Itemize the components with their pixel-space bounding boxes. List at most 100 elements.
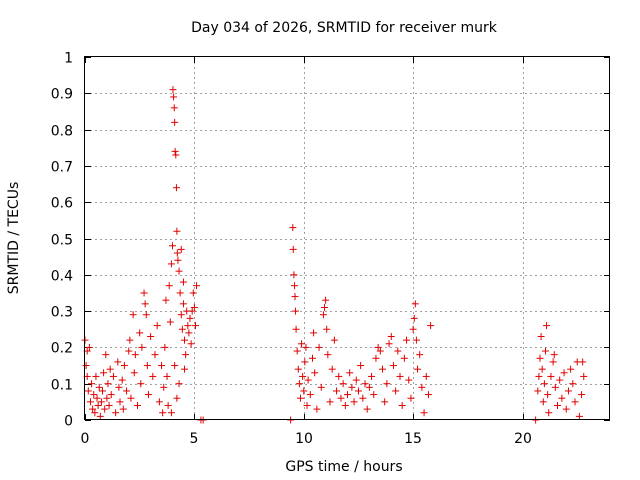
data-point <box>100 369 108 377</box>
data-point <box>85 343 93 351</box>
data-point <box>357 362 365 370</box>
data-point <box>541 347 549 355</box>
data-point <box>179 300 187 308</box>
data-point <box>317 383 325 391</box>
data-point <box>556 376 564 384</box>
data-point <box>302 343 310 351</box>
data-point <box>550 351 558 359</box>
grid-lines <box>85 57 610 420</box>
data-point <box>301 358 309 366</box>
data-point <box>538 365 546 373</box>
data-point <box>304 376 312 384</box>
data-point <box>172 184 180 192</box>
data-point <box>396 372 404 380</box>
y-tick-label: 0.1 <box>51 378 73 394</box>
y-tick-label: 0.3 <box>51 305 73 321</box>
data-point <box>547 372 555 380</box>
data-point <box>571 398 579 406</box>
data-point <box>543 322 551 330</box>
data-point <box>324 351 332 359</box>
data-point <box>149 372 157 380</box>
data-point <box>379 365 386 373</box>
data-point <box>564 387 572 395</box>
x-tick-label: 10 <box>295 431 313 447</box>
plot-frame <box>84 56 610 420</box>
y-tick-label: 0.5 <box>51 233 73 249</box>
y-tick-label: 1 <box>64 51 73 67</box>
data-point <box>346 369 354 377</box>
data-point <box>142 311 150 319</box>
data-point <box>175 380 183 388</box>
data-point <box>291 282 299 290</box>
data-point <box>84 387 92 395</box>
data-point <box>294 365 302 373</box>
x-tick-label: 20 <box>514 431 532 447</box>
data-point <box>348 383 356 391</box>
data-point <box>173 394 181 402</box>
data-point <box>407 394 415 402</box>
data-point <box>341 401 349 409</box>
data-point <box>134 401 141 409</box>
data-point <box>389 362 397 370</box>
data-point <box>127 394 135 402</box>
data-point <box>153 322 161 330</box>
data-point <box>99 387 106 395</box>
data-point <box>92 372 100 380</box>
data-point <box>151 351 159 359</box>
data-point <box>147 333 155 341</box>
data-point <box>109 372 117 380</box>
data-point <box>126 336 134 344</box>
data-point <box>551 383 559 391</box>
data-point <box>359 394 367 402</box>
data-point <box>141 300 149 308</box>
data-point <box>172 151 180 159</box>
data-point <box>95 383 103 391</box>
data-point <box>181 336 189 344</box>
data-point <box>193 282 201 290</box>
data-point <box>569 380 577 388</box>
data-point <box>335 372 343 380</box>
data-point <box>567 365 575 373</box>
data-point <box>171 147 179 155</box>
data-point <box>159 409 167 417</box>
data-point <box>315 343 323 351</box>
data-point <box>330 336 338 344</box>
data-point <box>165 282 173 290</box>
data-point <box>322 296 330 304</box>
data-point <box>403 336 411 344</box>
y-tick-label: 0.2 <box>51 341 73 357</box>
data-point <box>354 387 362 395</box>
data-point <box>422 372 430 380</box>
data-point <box>374 343 382 351</box>
data-point <box>352 376 360 384</box>
y-tick-label: 0.8 <box>51 124 73 140</box>
data-point <box>163 372 171 380</box>
data-point <box>427 322 435 330</box>
y-tick-label: 0.7 <box>51 160 73 176</box>
y-axis-label: SRMTID / TECUs <box>6 182 22 295</box>
data-point <box>116 398 124 406</box>
data-point <box>575 412 583 420</box>
x-axis: 0 5 10 15 20 <box>81 57 532 447</box>
data-point <box>368 372 376 380</box>
data-point <box>160 383 168 391</box>
data-point <box>291 293 299 301</box>
data-point <box>300 387 308 395</box>
data-point <box>171 118 179 126</box>
data-point <box>94 401 102 409</box>
data-point <box>376 347 384 355</box>
data-point <box>120 362 128 370</box>
data-point <box>166 318 174 326</box>
data-point <box>549 358 557 366</box>
data-point <box>370 391 378 399</box>
data-point <box>106 365 114 373</box>
data-point <box>182 351 190 359</box>
data-point <box>102 351 110 359</box>
data-point <box>410 314 418 322</box>
data-point <box>177 311 185 319</box>
data-point <box>299 372 307 380</box>
data-point <box>554 401 561 409</box>
data-point <box>171 362 179 370</box>
data-point <box>131 351 139 359</box>
